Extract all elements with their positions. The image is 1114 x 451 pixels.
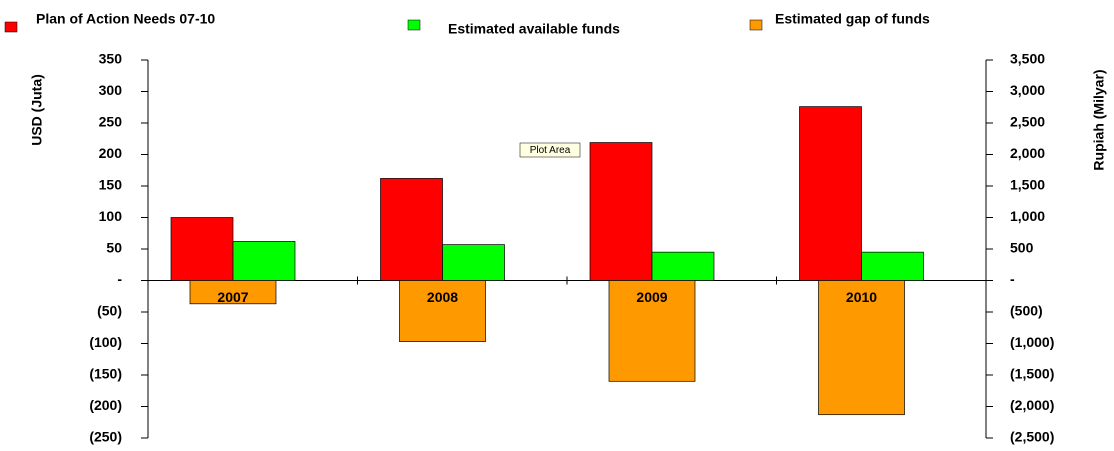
y2-tick-label: 1,000 bbox=[1010, 208, 1045, 224]
bar bbox=[232, 241, 296, 281]
y2-tick-label: (1,500) bbox=[1010, 366, 1054, 382]
y-tick-label: (50) bbox=[97, 303, 122, 319]
legend-label: Plan of Action Needs 07-10 bbox=[36, 11, 215, 27]
y-tick-label: 200 bbox=[99, 145, 123, 161]
y-tick-label: 150 bbox=[99, 177, 123, 193]
bar bbox=[589, 142, 653, 281]
y-tick-label: (150) bbox=[89, 366, 122, 382]
y-axis-title: USD (Juta) bbox=[29, 74, 45, 146]
y-tick-label: - bbox=[117, 271, 122, 287]
bar bbox=[799, 106, 862, 281]
y2-tick-label: (2,000) bbox=[1010, 397, 1054, 413]
bar bbox=[608, 280, 696, 382]
y-tick-label: (100) bbox=[89, 334, 122, 350]
y-tick-label: 100 bbox=[99, 208, 123, 224]
y-tick-label: 300 bbox=[99, 82, 123, 98]
legend-swatch bbox=[749, 19, 763, 31]
bar bbox=[170, 217, 234, 281]
y2-tick-label: 500 bbox=[1010, 240, 1034, 256]
y-tick-label: 350 bbox=[99, 51, 123, 67]
bar bbox=[189, 280, 277, 305]
tooltip: Plot Area bbox=[530, 145, 571, 156]
y2-tick-label: (2,500) bbox=[1010, 429, 1054, 445]
y2-tick-label: - bbox=[1010, 271, 1015, 287]
tooltip-box bbox=[519, 142, 581, 158]
x-tick-label: 2007 bbox=[217, 289, 248, 305]
bar bbox=[861, 251, 924, 281]
legend-label: Estimated gap of funds bbox=[775, 11, 930, 27]
y2-tick-label: 3,000 bbox=[1010, 82, 1045, 98]
y2-tick-label: (500) bbox=[1010, 303, 1043, 319]
y2-axis-title: Rupiah (Milyar) bbox=[1091, 69, 1107, 170]
bar bbox=[442, 244, 505, 281]
legend-swatch bbox=[4, 21, 18, 33]
y2-tick-label: 1,500 bbox=[1010, 177, 1045, 193]
y2-tick-label: (1,000) bbox=[1010, 334, 1054, 350]
bar bbox=[818, 280, 905, 416]
y-tick-label: 250 bbox=[99, 114, 123, 130]
x-tick-label: 2009 bbox=[636, 289, 667, 305]
y-tick-label: (200) bbox=[89, 397, 122, 413]
x-tick-label: 2010 bbox=[846, 289, 877, 305]
y2-tick-label: 3,500 bbox=[1010, 51, 1045, 67]
legend-swatch bbox=[407, 19, 421, 31]
x-tick-label: 2008 bbox=[427, 289, 458, 305]
legend-label: Estimated available funds bbox=[448, 21, 620, 37]
bar bbox=[399, 280, 486, 342]
y-tick-label: 50 bbox=[106, 240, 122, 256]
bar bbox=[380, 178, 443, 281]
y2-tick-label: 2,000 bbox=[1010, 145, 1045, 161]
bar bbox=[651, 251, 715, 281]
y-tick-label: (250) bbox=[89, 429, 122, 445]
y2-tick-label: 2,500 bbox=[1010, 114, 1045, 130]
